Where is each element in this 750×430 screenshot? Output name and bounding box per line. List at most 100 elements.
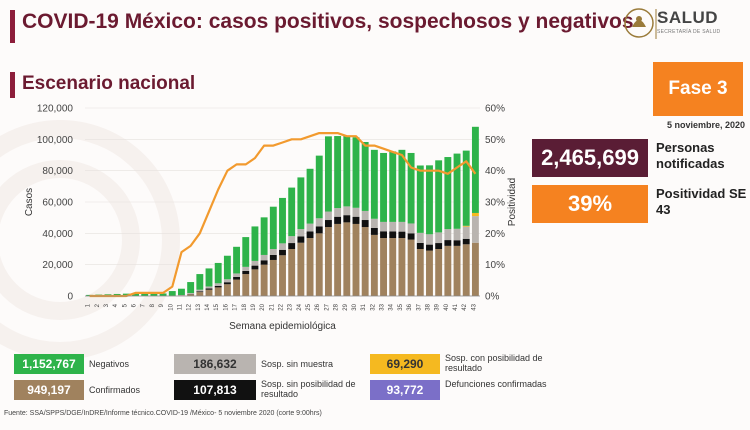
bar-segment xyxy=(297,242,305,296)
positivity-line xyxy=(89,131,477,298)
bar-segment xyxy=(242,270,250,275)
positivity-value: 39% xyxy=(532,185,648,223)
bar-segment xyxy=(214,283,222,286)
bar-segment xyxy=(279,197,286,244)
bar-segment xyxy=(334,208,342,217)
bar-segment xyxy=(279,255,286,296)
bar-segment xyxy=(315,226,323,234)
x-tick-label: 21 xyxy=(269,303,275,310)
bar-segment xyxy=(426,250,433,296)
notified-label: Personas notificadas xyxy=(656,140,725,171)
x-tick-label: 22 xyxy=(279,303,285,310)
bar-segment xyxy=(462,150,470,226)
bar-segment xyxy=(297,177,305,230)
y-tick-label: 120,000 xyxy=(37,104,74,115)
bar-segment xyxy=(444,229,452,241)
x-tick-label: 23 xyxy=(288,303,294,310)
bar-segment xyxy=(426,234,433,245)
bar-segment xyxy=(315,218,323,227)
bar-segment xyxy=(453,228,461,241)
bar-segment xyxy=(251,265,259,270)
y-tick-label: 60,000 xyxy=(42,198,73,209)
x-tick-label: 31 xyxy=(361,303,367,310)
bar-segment xyxy=(352,137,360,208)
bar-segment xyxy=(370,218,378,229)
bar-segment xyxy=(223,284,231,296)
bar-segment xyxy=(214,285,222,288)
x-tick-label: 3 xyxy=(104,303,110,307)
bar-segment xyxy=(343,215,351,223)
title-accent xyxy=(10,10,15,43)
bar-segment xyxy=(416,249,424,296)
bar-segment xyxy=(435,249,443,296)
bar-segment xyxy=(260,254,268,261)
bar-segment xyxy=(205,268,213,287)
positivity-line-group xyxy=(89,131,477,298)
y2-tick-label: 50% xyxy=(485,135,505,146)
bar-segment xyxy=(196,289,204,292)
cases-chart: 0 20,000 40,000 60,000 80,000 100,000 120,000 0… xyxy=(24,104,518,333)
legend-negativos-label: Negativos xyxy=(89,359,130,369)
x-tick-label: 28 xyxy=(334,303,340,310)
x-tick-label: 7 xyxy=(141,303,147,307)
bar-segment xyxy=(398,221,406,232)
bar-segment xyxy=(279,249,286,256)
y2-tick-label: 60% xyxy=(485,104,505,115)
y2-tick-label: 10% xyxy=(485,260,505,271)
x-tick-label: 24 xyxy=(297,303,303,310)
x-tick-label: 33 xyxy=(380,303,386,310)
x-tick-label: 9 xyxy=(159,303,165,307)
bar-segment xyxy=(297,229,305,237)
bar-segment xyxy=(453,245,461,296)
bar-segment xyxy=(297,236,305,243)
x-tick-label: 39 xyxy=(435,303,441,310)
bar-segment xyxy=(324,220,332,228)
bar-segment xyxy=(343,222,351,296)
x-tick-label: 17 xyxy=(233,303,239,310)
bar-segment xyxy=(205,288,213,290)
bar-segment xyxy=(288,249,296,296)
x-tick-label: 15 xyxy=(214,303,220,310)
subtitle-accent xyxy=(10,72,15,98)
bar-segment xyxy=(444,240,452,246)
bar-segment xyxy=(223,279,231,283)
x-tick-label: 6 xyxy=(132,303,138,307)
bar-segment xyxy=(251,226,259,261)
legend-con-posibilidad-label: Sosp. con posibilidad de resultado xyxy=(445,353,543,373)
y-tick-label: 20,000 xyxy=(42,260,73,271)
bar-segment xyxy=(233,273,241,277)
bar-segment xyxy=(398,149,406,222)
bar-segment xyxy=(453,240,461,246)
legend-defunciones-value: 93,772 xyxy=(370,380,440,400)
bar-segment xyxy=(389,238,397,296)
x-tick-label: 29 xyxy=(343,303,349,310)
bar-segment xyxy=(324,227,332,296)
x-tick-label: 41 xyxy=(453,303,459,310)
x-tick-label: 38 xyxy=(425,303,431,310)
page-title: COVID-19 México: casos positivos, sospec… xyxy=(22,10,634,33)
bar-segment xyxy=(187,294,195,296)
x-tick-label: 42 xyxy=(462,303,468,310)
bar-segment xyxy=(407,233,415,240)
y-tick-label: 80,000 xyxy=(42,166,73,177)
x-tick-label: 36 xyxy=(407,303,413,310)
bar-segment xyxy=(462,225,470,227)
x-tick-label: 40 xyxy=(444,303,450,310)
bar-segment xyxy=(380,152,387,222)
bar-segment xyxy=(196,292,204,296)
x-tick-label: 25 xyxy=(306,303,312,310)
legend-sin-muestra-value: 186,632 xyxy=(174,354,256,374)
page-subtitle: Escenario nacional xyxy=(22,73,196,94)
bar-segment xyxy=(471,216,479,243)
bar-segment xyxy=(223,282,231,285)
bar-segment xyxy=(233,246,241,274)
bar-segment xyxy=(141,293,149,296)
bar-segment xyxy=(426,165,433,235)
bar-segment xyxy=(122,293,130,296)
y2-axis-title: Positividad xyxy=(507,178,518,226)
bar-segment xyxy=(334,136,342,209)
bar-segment xyxy=(214,287,222,296)
salud-logo-icon xyxy=(624,8,657,39)
bar-segment xyxy=(352,207,360,217)
